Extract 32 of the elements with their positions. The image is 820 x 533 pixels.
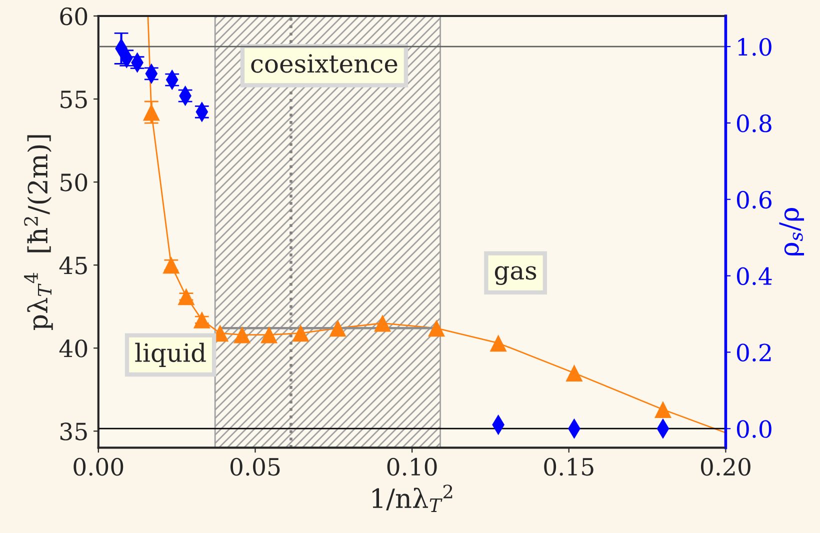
- x-axis-title: 1/nλ$_{T}$$^{2}$: [372, 484, 452, 512]
- y-tick-label: 50: [60, 173, 88, 192]
- point: [566, 364, 583, 382]
- annotation: gas: [494, 266, 536, 285]
- y-axis-title: pλ$_{T}$$^{4}$ [ħ$^{2}$/(2m)]: [24, 135, 53, 330]
- point: [292, 324, 310, 342]
- annotation: liquid: [135, 342, 206, 367]
- x-tick-label: 0.15: [544, 458, 594, 476]
- x-tick-label: 0.05: [230, 458, 280, 476]
- y-tick-label: 40: [59, 340, 88, 358]
- y-tick-label: 55: [60, 90, 87, 108]
- point: [260, 326, 278, 344]
- y2-tick-label: 1.0: [738, 38, 772, 56]
- point: [428, 320, 446, 337]
- y-tick-label: 60: [60, 7, 88, 26]
- y2-tick-label: 0.6: [736, 190, 772, 209]
- point: [329, 320, 346, 337]
- point: [234, 326, 251, 344]
- point: [374, 314, 392, 332]
- y2-tick-label: 0.2: [736, 344, 771, 362]
- y2-tick-label: 0.8: [736, 114, 772, 132]
- y2-tick-label: 0.0: [736, 420, 772, 438]
- y2-tick-label: 0.4: [736, 267, 772, 286]
- x-tick-label: 0.10: [387, 458, 437, 476]
- y-tick-label: 35: [60, 422, 87, 440]
- y-tick-label: 45: [59, 256, 87, 274]
- point: [654, 401, 672, 418]
- y2-axis-title: ρ$_{s}$/ρ: [779, 208, 804, 256]
- annotation: coesixtence: [251, 54, 398, 73]
- point: [490, 334, 507, 352]
- x-tick-label: 0.00: [74, 458, 124, 476]
- x-tick-label: 0.20: [700, 458, 750, 476]
